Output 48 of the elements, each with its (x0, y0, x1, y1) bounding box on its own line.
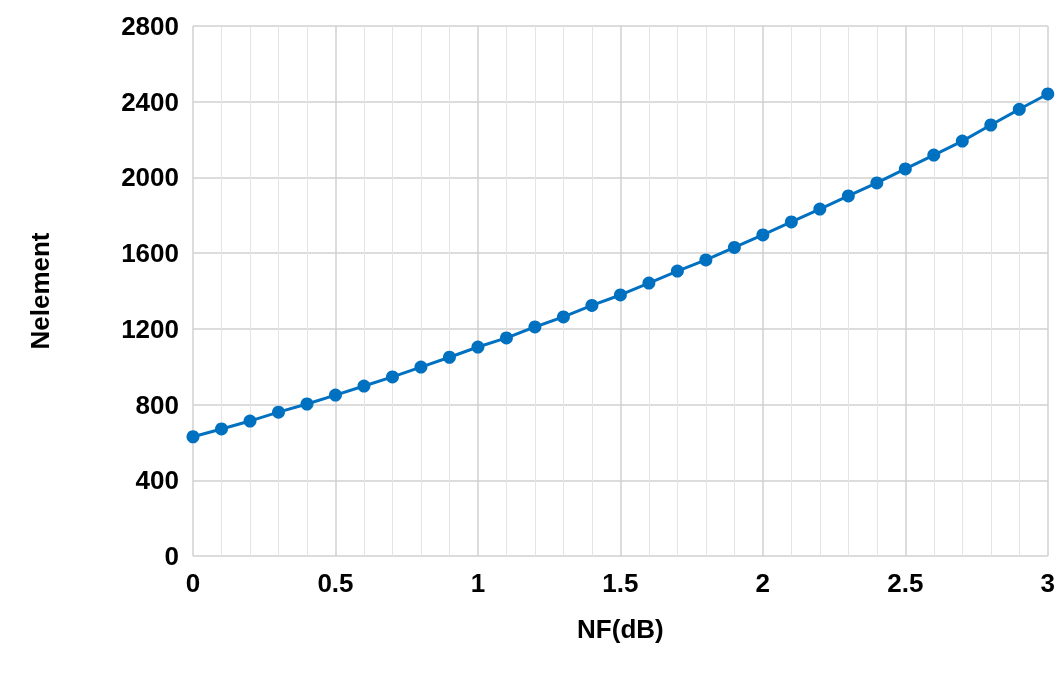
x-axis-title: NF(dB) (577, 614, 664, 644)
point (756, 228, 770, 242)
point (670, 264, 684, 278)
point (1041, 87, 1055, 101)
point (955, 134, 969, 148)
point (613, 288, 627, 302)
point (528, 320, 542, 334)
point (414, 360, 428, 374)
y-tick-label: 2000 (121, 162, 179, 193)
point (328, 388, 342, 402)
x-tick-label: 0.5 (317, 568, 354, 598)
point (984, 118, 998, 132)
point (927, 148, 941, 162)
point (471, 340, 485, 354)
point (442, 350, 456, 364)
point (870, 176, 884, 190)
point (813, 202, 827, 216)
y-tick-label: 2800 (121, 11, 179, 41)
point (186, 430, 200, 444)
point (841, 189, 855, 203)
y-tick-label: 2400 (121, 86, 179, 117)
point (556, 310, 570, 324)
point (271, 405, 285, 419)
point (300, 397, 314, 411)
y-tick-label: 0 (164, 541, 179, 571)
point (898, 162, 912, 176)
x-tick-label: 3 (1040, 568, 1055, 598)
point (1012, 102, 1026, 116)
y-axis-title: Nelement (25, 232, 55, 350)
x-tick-label: 2 (755, 568, 771, 598)
point (215, 422, 228, 436)
point (243, 414, 257, 428)
x-tick-label: 1 (470, 568, 486, 598)
x-tick-label: 2.5 (887, 568, 924, 598)
x-tick-label: 0 (185, 568, 201, 598)
point (357, 379, 371, 393)
x-tick-label: 1.5 (602, 568, 639, 598)
point (784, 215, 798, 229)
point (499, 331, 513, 345)
y-tick-label: 1200 (121, 313, 179, 344)
point (385, 370, 399, 384)
point (727, 240, 741, 254)
y-tick-label: 400 (135, 465, 179, 496)
point (699, 253, 713, 267)
y-tick-label: 800 (135, 389, 179, 420)
y-tick-label: 1600 (121, 238, 179, 269)
point (642, 276, 656, 290)
point (585, 298, 599, 312)
